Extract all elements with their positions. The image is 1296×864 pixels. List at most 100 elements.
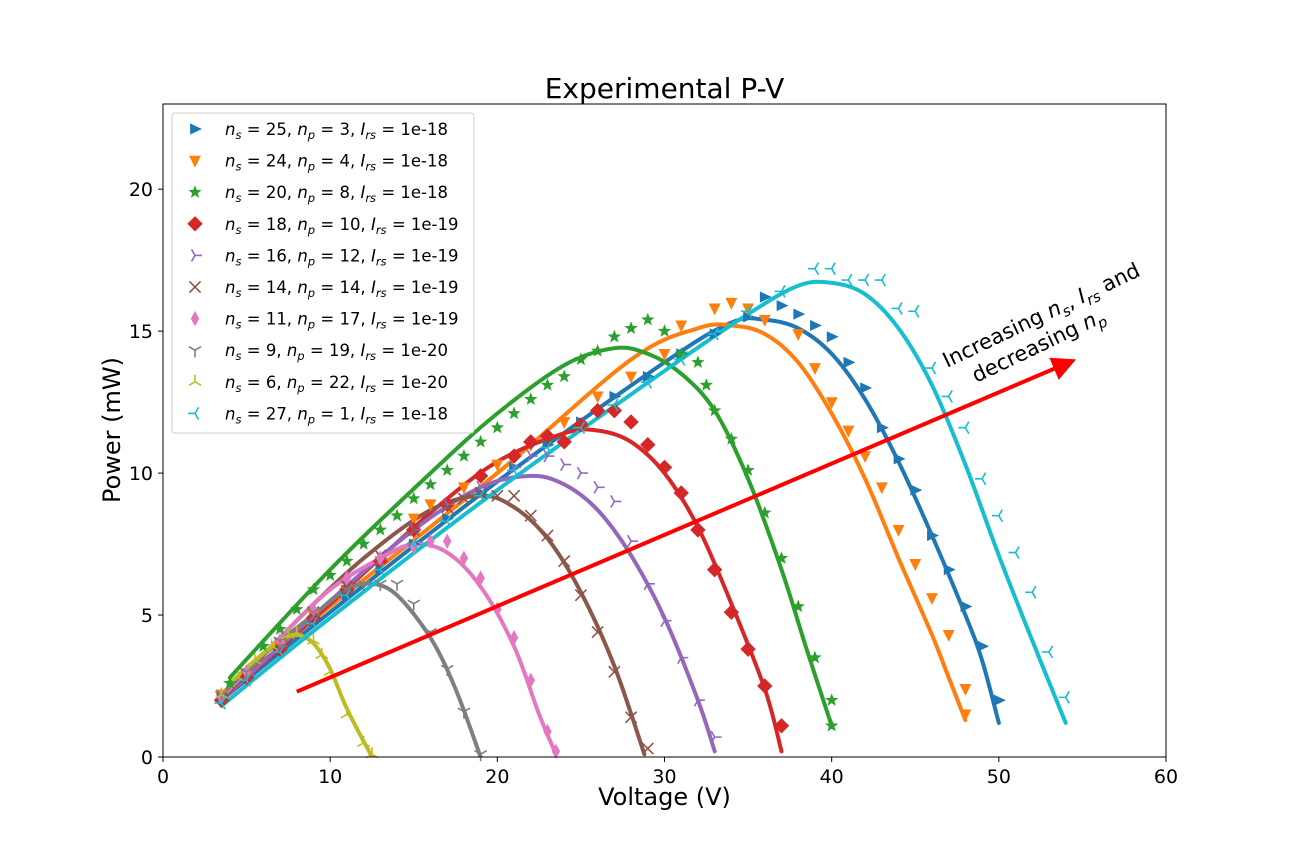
data-point-s2-25 xyxy=(859,451,872,464)
data-point-s3-31 xyxy=(724,432,739,445)
data-point-s3-14 xyxy=(457,449,471,462)
data-point-s8-12 xyxy=(457,707,471,719)
data-point-s8-9 xyxy=(407,599,421,611)
data-point-s9-7 xyxy=(306,633,320,645)
data-point-s3-30 xyxy=(707,403,722,417)
legend-label: ns = 27, np = 1, Irs = 1e-18 xyxy=(225,404,448,426)
data-point-s6-8 xyxy=(441,500,454,514)
data-point-s2-31 xyxy=(959,683,972,696)
data-point-s1-21 xyxy=(810,319,822,332)
data-point-s5-19 xyxy=(660,614,672,628)
data-point-s5-15 xyxy=(593,480,605,494)
data-point-s6-15 xyxy=(558,554,571,568)
data-point-s1-27 xyxy=(910,484,923,496)
data-point-s6-16 xyxy=(574,589,588,602)
data-point-s3-38 xyxy=(825,718,839,732)
data-point-s5-14 xyxy=(576,466,588,480)
data-point-s5-22 xyxy=(710,730,722,744)
x-tick-label: 0 xyxy=(157,766,169,788)
data-point-s10-12 xyxy=(573,421,586,435)
data-point-s2-21 xyxy=(792,329,805,341)
data-point-s10-34 xyxy=(1058,690,1070,704)
data-point-s1-18 xyxy=(759,291,772,303)
x-axis: 0 10 20 30 40 50 60 xyxy=(157,757,1178,788)
data-point-s4-26 xyxy=(773,718,790,734)
data-point-s7-8 xyxy=(426,533,435,549)
data-point-s2-10 xyxy=(491,459,504,472)
legend-marker xyxy=(190,248,202,262)
data-point-s3-32 xyxy=(741,463,755,476)
data-point-s3-33 xyxy=(758,505,772,519)
data-point-s4-21 xyxy=(690,522,706,538)
legend-marker xyxy=(188,280,202,294)
data-point-s2-22 xyxy=(809,363,821,376)
data-point-s7-10 xyxy=(459,550,469,566)
data-point-s4-11 xyxy=(523,434,539,450)
data-point-s4-15 xyxy=(589,402,606,419)
data-point-s5-11 xyxy=(526,449,538,463)
data-point-s9-10 xyxy=(340,707,354,719)
data-point-s3-26 xyxy=(657,324,672,337)
data-point-s10-22 xyxy=(858,273,870,287)
data-point-s8-2 xyxy=(240,667,254,679)
legend-label: ns = 18, np = 10, Irs = 1e-19 xyxy=(225,215,459,237)
legend-label: ns = 20, np = 8, Irs = 1e-18 xyxy=(225,183,448,205)
data-point-s5-20 xyxy=(677,651,689,665)
data-point-s3-28 xyxy=(691,355,705,369)
data-point-s8-7 xyxy=(373,579,387,591)
data-point-s9-3 xyxy=(248,653,262,665)
data-point-s3-5 xyxy=(306,582,321,596)
data-point-s2-7 xyxy=(407,513,420,526)
fit-curve-2 xyxy=(219,322,968,723)
data-point-s10-32 xyxy=(1025,585,1037,599)
legend-item-8: ns = 9, np = 19, Irs = 1e-20 xyxy=(188,341,448,363)
legend-item-1: ns = 25, np = 3, Irs = 1e-18 xyxy=(190,120,448,142)
data-point-s3-11 xyxy=(407,491,421,505)
data-point-s3-19 xyxy=(540,378,555,391)
data-point-s6-11 xyxy=(491,489,504,502)
data-point-s1-31 xyxy=(977,640,990,652)
data-point-s10-18 xyxy=(774,284,786,298)
data-point-s2-30 xyxy=(942,630,955,642)
data-point-s3-25 xyxy=(641,312,655,326)
data-point-s2-12 xyxy=(558,417,571,429)
legend: ns = 25, np = 3, Irs = 1e-18 ns = 24, np … xyxy=(171,112,475,434)
data-point-s3-6 xyxy=(323,568,337,581)
data-point-s6-12 xyxy=(507,489,521,502)
data-point-s10-29 xyxy=(975,472,987,486)
data-point-s1-23 xyxy=(843,356,856,368)
data-point-s3-8 xyxy=(356,537,371,550)
data-point-s1-20 xyxy=(793,308,806,320)
data-point-s8-13 xyxy=(474,749,488,762)
legend-marker xyxy=(188,406,200,420)
data-point-s9-1 xyxy=(215,687,228,699)
y-axis: 0 5 10 15 20 xyxy=(129,179,163,769)
legend-item-6: ns = 14, np = 14, Irs = 1e-19 xyxy=(188,278,459,300)
data-point-s3-37 xyxy=(825,693,839,706)
y-tick-label: 15 xyxy=(129,321,153,343)
data-point-s10-15 xyxy=(674,353,686,366)
x-tick-label: 20 xyxy=(485,766,509,788)
data-point-s10-33 xyxy=(1041,645,1054,659)
data-point-s1-28 xyxy=(927,529,939,542)
data-point-s6-5 xyxy=(340,580,354,593)
data-point-s4-23 xyxy=(723,604,740,620)
data-point-s4-17 xyxy=(623,414,639,430)
data-point-s4-22 xyxy=(706,561,723,578)
data-point-s5-21 xyxy=(693,693,705,707)
x-tick-label: 40 xyxy=(820,766,844,788)
data-point-s10-30 xyxy=(991,509,1004,523)
data-point-s6-10 xyxy=(474,486,487,500)
data-point-s6-7 xyxy=(407,523,420,537)
data-point-s10-23 xyxy=(874,273,887,287)
data-point-s7-5 xyxy=(342,570,352,586)
y-tick-label: 20 xyxy=(129,179,153,201)
data-point-s10-26 xyxy=(924,361,937,375)
data-point-s4-12 xyxy=(539,428,556,444)
data-point-s10-27 xyxy=(941,389,953,403)
data-point-s10-2 xyxy=(239,673,251,687)
data-point-s1-13 xyxy=(609,390,622,403)
data-point-s5-16 xyxy=(610,495,622,508)
data-point-s6-20 xyxy=(641,742,654,755)
data-point-s1-14 xyxy=(642,370,655,383)
